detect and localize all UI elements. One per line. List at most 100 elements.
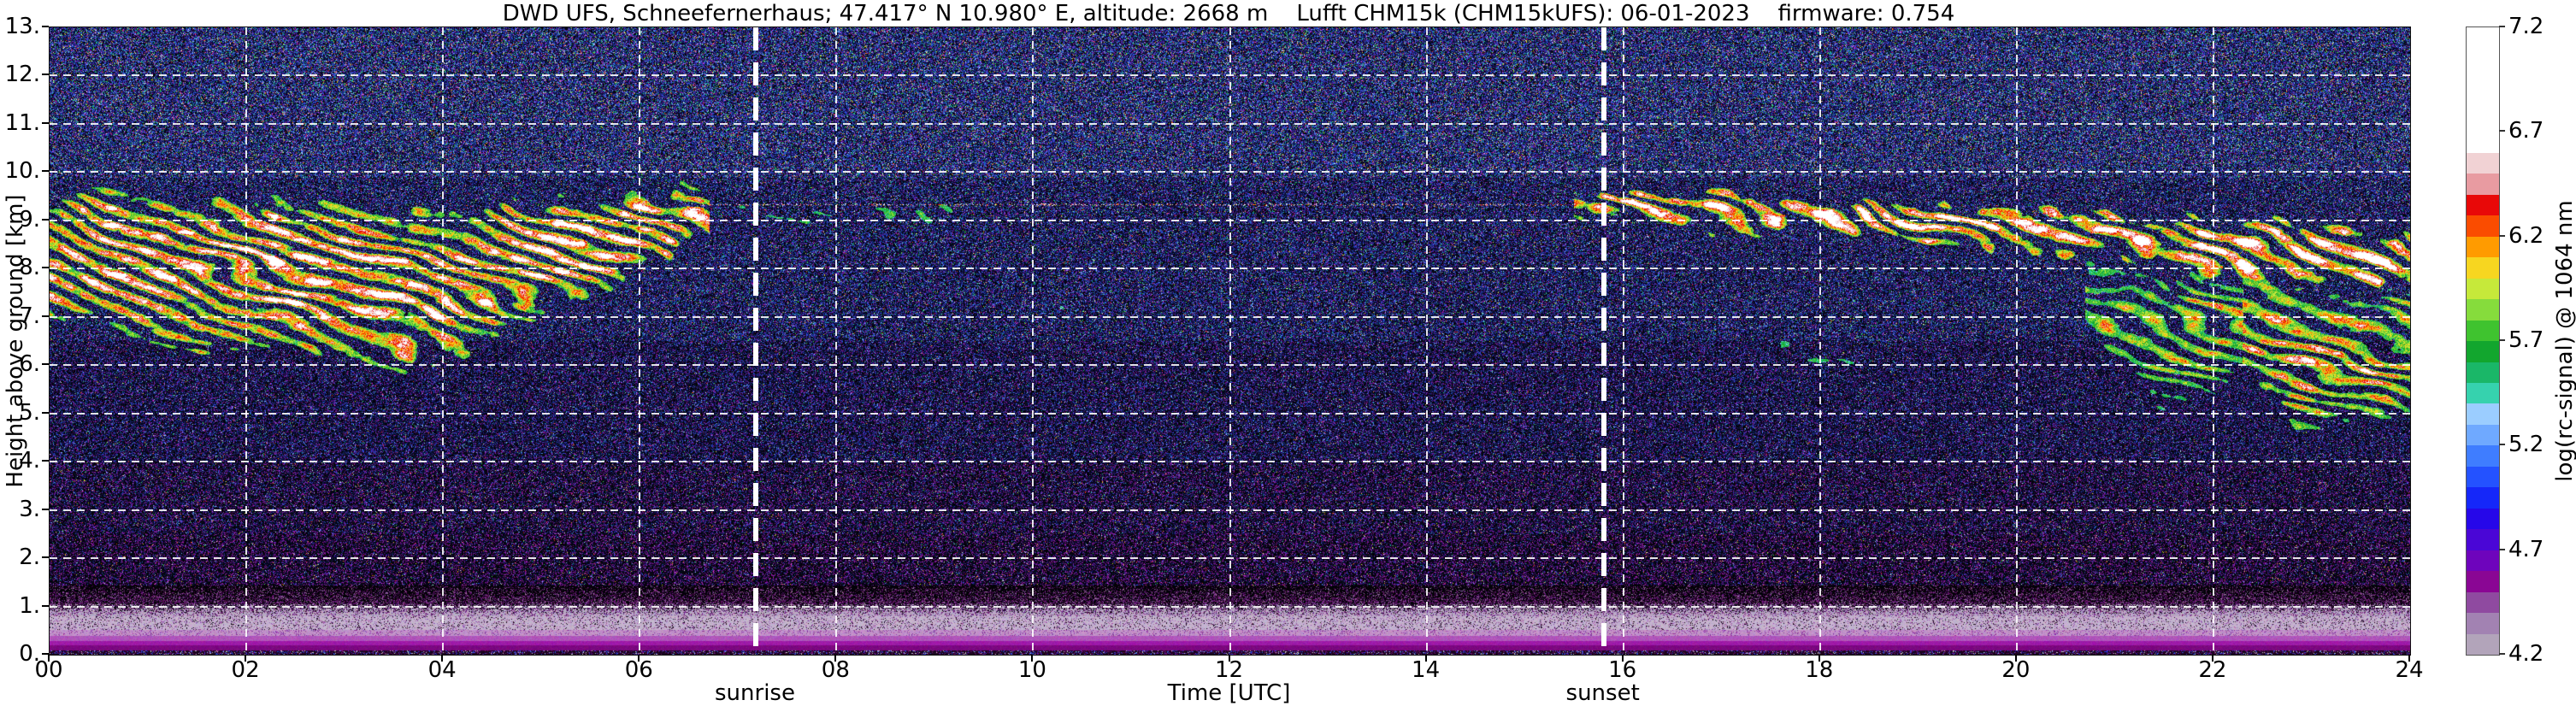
x-tick	[1818, 655, 1820, 662]
y-tick-label: 0.	[19, 641, 40, 667]
colorbar-tick-label: 4.2	[2508, 641, 2544, 667]
y-tick-label: 6.	[19, 351, 40, 378]
colorbar-tick-label: 7.2	[2508, 14, 2544, 39]
colorbar	[2466, 26, 2500, 656]
y-tick	[42, 508, 49, 510]
x-tick	[1621, 655, 1624, 662]
x-tick-label: 24	[2395, 657, 2424, 683]
y-tick-label: 12.	[4, 62, 40, 88]
colorbar-label: log(rc-signal) @ 1064 nm	[2552, 200, 2576, 482]
y-tick	[42, 218, 49, 221]
colorbar-tick	[2499, 339, 2505, 341]
x-tick-label: 18	[1805, 657, 1834, 683]
colorbar-band	[2467, 320, 2499, 342]
colorbar-band	[2467, 529, 2499, 550]
colorbar-band	[2467, 48, 2499, 69]
y-tick-label: 5.	[19, 399, 40, 426]
x-tick-label: 02	[231, 657, 260, 683]
colorbar-band	[2467, 236, 2499, 258]
y-tick-label: 7.	[19, 303, 40, 329]
x-tick-label: 22	[2198, 657, 2227, 683]
colorbar-band	[2467, 299, 2499, 321]
x-tick-label: 06	[624, 657, 653, 683]
y-tick	[42, 74, 49, 76]
colorbar-tick	[2499, 548, 2505, 550]
x-tick	[834, 655, 837, 662]
colorbar-band	[2467, 341, 2499, 362]
y-tick	[42, 653, 49, 655]
colorbar-band	[2467, 487, 2499, 509]
y-tick	[42, 556, 49, 559]
y-tick-label: 11.	[4, 109, 40, 136]
colorbar-tick	[2499, 234, 2505, 237]
colorbar-band	[2467, 90, 2499, 111]
colorbar-band	[2467, 508, 2499, 530]
colorbar-band	[2467, 132, 2499, 153]
x-tick	[1228, 655, 1230, 662]
x-tick-label: 14	[1412, 657, 1441, 683]
x-tick	[2014, 655, 2017, 662]
colorbar-band	[2467, 362, 2499, 383]
colorbar-tick	[2499, 653, 2505, 655]
y-tick	[42, 460, 49, 462]
colorbar-tick	[2499, 130, 2505, 132]
x-tick-label: 20	[2001, 657, 2031, 683]
gridline-vertical	[2212, 27, 2214, 655]
plot-area	[49, 26, 2411, 656]
colorbar-band	[2467, 110, 2499, 132]
figure-title: DWD UFS, Schneefernerhaus; 47.417° N 10.…	[502, 1, 1955, 26]
x-tick	[1031, 655, 1034, 662]
y-tick	[42, 411, 49, 414]
x-tick	[441, 655, 444, 662]
colorbar-band	[2467, 466, 2499, 488]
gridline-vertical	[639, 27, 641, 655]
x-tick-label: 16	[1608, 657, 1637, 683]
colorbar-band	[2467, 633, 2499, 656]
y-tick	[42, 267, 49, 269]
y-tick	[42, 121, 49, 124]
y-tick-label: 2.	[19, 544, 40, 571]
colorbar-tick-label: 6.2	[2508, 222, 2544, 249]
x-tick	[2408, 655, 2410, 662]
gridline-vertical	[1032, 27, 1035, 655]
y-tick-label: 3.	[19, 496, 40, 522]
gridline-vertical	[1229, 27, 1231, 655]
sunset-label: sunset	[1565, 680, 1640, 706]
x-tick	[245, 655, 247, 662]
colorbar-band	[2467, 382, 2499, 404]
colorbar-tick	[2499, 26, 2505, 27]
x-tick	[48, 655, 50, 662]
gridline-vertical	[245, 27, 248, 655]
colorbar-tick-label: 5.7	[2508, 327, 2544, 353]
y-tick	[42, 170, 49, 173]
x-tick-label: 00	[34, 657, 63, 683]
gridline-vertical	[1819, 27, 1821, 655]
x-tick-label: 08	[821, 657, 850, 683]
gridline-vertical	[1622, 27, 1624, 655]
gridline-vertical	[1425, 27, 1428, 655]
sunrise-line	[752, 27, 758, 655]
colorbar-band	[2467, 278, 2499, 300]
y-tick-label: 9.	[19, 206, 40, 232]
colorbar-tick-label: 5.2	[2508, 432, 2544, 458]
colorbar-band	[2467, 613, 2499, 634]
colorbar-band	[2467, 571, 2499, 592]
colorbar-tick-label: 4.7	[2508, 536, 2544, 562]
x-tick	[638, 655, 640, 662]
y-tick-label: 1.	[19, 592, 40, 619]
colorbar-band	[2467, 174, 2499, 195]
colorbar-tick-label: 6.7	[2508, 118, 2544, 144]
gridline-vertical	[442, 27, 445, 655]
y-tick	[42, 26, 49, 27]
colorbar-band	[2467, 403, 2499, 425]
colorbar-band	[2467, 550, 2499, 572]
colorbar-band	[2467, 27, 2499, 49]
colorbar-band	[2467, 445, 2499, 467]
colorbar-tick	[2499, 444, 2505, 446]
x-tick	[2211, 655, 2213, 662]
y-tick	[42, 604, 49, 607]
colorbar-band	[2467, 68, 2499, 91]
y-tick-label: 13.	[4, 14, 40, 39]
y-tick	[42, 363, 49, 366]
